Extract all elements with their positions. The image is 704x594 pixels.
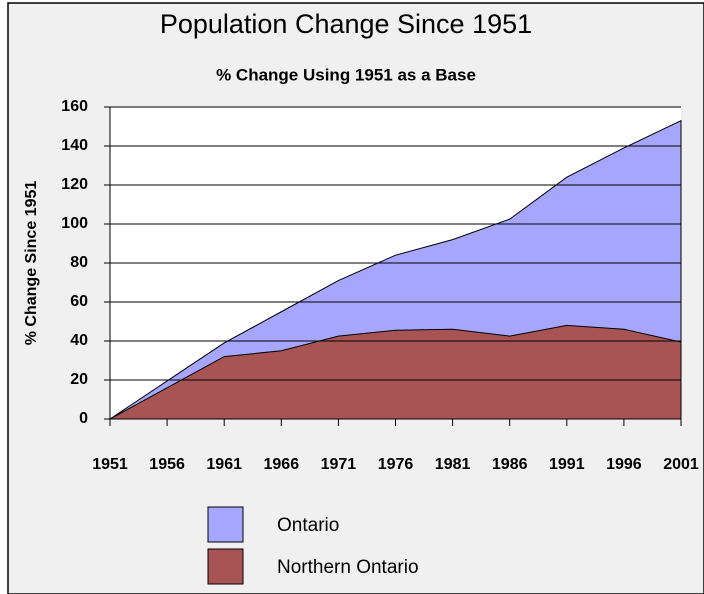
- y-axis-title: % Change Since 1951: [23, 181, 40, 346]
- x-tick-label: 1991: [549, 456, 585, 473]
- x-tick-label: 1976: [378, 456, 414, 473]
- area: [109, 324, 682, 420]
- y-tick-label: 120: [61, 176, 88, 193]
- legend-label: Ontario: [277, 515, 339, 536]
- x-tick-label: 1981: [435, 456, 471, 473]
- y-tick-label: 140: [61, 137, 88, 154]
- x-tick-label: 1951: [92, 456, 128, 473]
- y-tick-label: 160: [61, 98, 88, 115]
- y-tick-label: 80: [70, 254, 88, 271]
- y-tick-label: 20: [70, 371, 88, 388]
- x-tick-label: 1996: [606, 456, 642, 473]
- legend-swatch: [207, 548, 244, 585]
- y-tick-label: 0: [79, 410, 88, 427]
- x-tick-label: 1986: [492, 456, 528, 473]
- x-tick-label: 1961: [206, 456, 242, 473]
- chart-subtitle: % Change Using 1951 as a Base: [216, 65, 476, 84]
- legend-swatch: [207, 506, 244, 543]
- x-tick-label: 1971: [321, 456, 357, 473]
- legend-label: Northern Ontario: [277, 557, 419, 578]
- y-tick-label: 40: [70, 332, 88, 349]
- x-tick-label: 1966: [264, 456, 300, 473]
- y-tick-label: 100: [61, 215, 88, 232]
- chart-title: Population Change Since 1951: [160, 9, 532, 39]
- x-tick-label: 1956: [149, 456, 185, 473]
- x-tick-label: 2001: [663, 456, 699, 473]
- y-tick-label: 60: [70, 293, 88, 310]
